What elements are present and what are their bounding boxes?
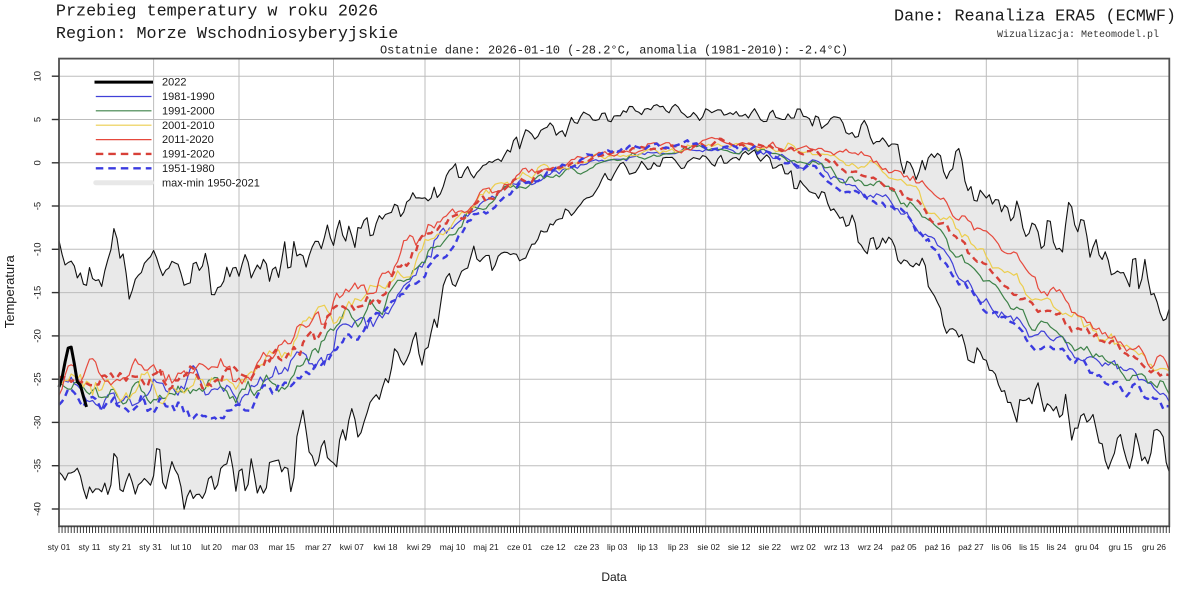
svg-text:2011-2020: 2011-2020 — [162, 134, 214, 146]
svg-text:-20: -20 — [33, 329, 44, 343]
svg-text:paź 16: paź 16 — [925, 542, 951, 552]
svg-text:kwi 29: kwi 29 — [407, 542, 431, 552]
svg-text:sie 02: sie 02 — [697, 542, 720, 552]
svg-text:Wizualizacja: Meteomodel.pl: Wizualizacja: Meteomodel.pl — [997, 29, 1159, 41]
svg-text:cze 12: cze 12 — [541, 542, 566, 552]
svg-text:lis 24: lis 24 — [1046, 542, 1066, 552]
svg-text:lis 15: lis 15 — [1019, 542, 1039, 552]
svg-text:mar 15: mar 15 — [268, 542, 295, 552]
svg-text:mar 03: mar 03 — [232, 542, 259, 552]
svg-text:lip 03: lip 03 — [607, 542, 628, 552]
svg-text:-30: -30 — [33, 416, 44, 430]
svg-text:sty 01: sty 01 — [48, 542, 71, 552]
svg-text:gru 15: gru 15 — [1108, 542, 1132, 552]
svg-text:sty 21: sty 21 — [109, 542, 132, 552]
svg-text:mar 27: mar 27 — [305, 542, 332, 552]
svg-text:1991-2000: 1991-2000 — [162, 105, 215, 117]
svg-text:cze 23: cze 23 — [574, 542, 599, 552]
svg-text:sty 11: sty 11 — [78, 542, 100, 552]
svg-text:sie 12: sie 12 — [728, 542, 751, 552]
svg-text:wrz 02: wrz 02 — [790, 542, 816, 552]
svg-text:-15: -15 — [33, 286, 44, 300]
svg-text:lis 06: lis 06 — [992, 542, 1012, 552]
svg-text:wrz 13: wrz 13 — [823, 542, 849, 552]
svg-text:5: 5 — [33, 117, 44, 122]
svg-text:gru 26: gru 26 — [1142, 542, 1166, 552]
svg-text:max-min 1950-2021: max-min 1950-2021 — [162, 177, 260, 189]
svg-text:lip 13: lip 13 — [638, 542, 659, 552]
svg-text:-25: -25 — [33, 372, 44, 386]
svg-text:Przebieg temperatury w roku 20: Przebieg temperatury w roku 2026 — [56, 3, 378, 22]
svg-text:sie 22: sie 22 — [758, 542, 781, 552]
svg-text:paź 27: paź 27 — [958, 542, 984, 552]
svg-text:maj 21: maj 21 — [473, 542, 499, 552]
svg-text:1981-1990: 1981-1990 — [162, 91, 215, 103]
svg-text:-10: -10 — [33, 242, 44, 256]
svg-text:Ostatnie dane: 2026-01-10 (-28: Ostatnie dane: 2026-01-10 (-28.2°C, anom… — [380, 44, 848, 58]
svg-text:-5: -5 — [33, 202, 44, 210]
svg-text:sty 31: sty 31 — [139, 542, 162, 552]
svg-text:10: 10 — [33, 71, 44, 82]
svg-text:kwi 07: kwi 07 — [340, 542, 364, 552]
svg-text:lut 10: lut 10 — [171, 542, 192, 552]
svg-text:cze 01: cze 01 — [507, 542, 532, 552]
svg-text:-40: -40 — [33, 502, 44, 516]
svg-text:lip 23: lip 23 — [668, 542, 689, 552]
svg-text:Dane: Reanaliza ERA5 (ECMWF): Dane: Reanaliza ERA5 (ECMWF) — [894, 8, 1176, 27]
svg-text:1991-2020: 1991-2020 — [162, 149, 215, 161]
svg-text:Data: Data — [601, 570, 627, 584]
svg-text:-35: -35 — [33, 459, 44, 473]
svg-text:paź 05: paź 05 — [891, 542, 917, 552]
svg-text:maj 10: maj 10 — [440, 542, 466, 552]
svg-text:1951-1980: 1951-1980 — [162, 163, 215, 175]
svg-text:lut 20: lut 20 — [201, 542, 222, 552]
svg-text:2022: 2022 — [162, 77, 186, 89]
svg-text:kwi 18: kwi 18 — [373, 542, 397, 552]
svg-text:Temperatura: Temperatura — [2, 255, 17, 329]
svg-text:wrz 24: wrz 24 — [857, 542, 883, 552]
svg-text:2001-2010: 2001-2010 — [162, 120, 215, 132]
svg-text:Region: Morze Wschodniosyberyj: Region: Morze Wschodniosyberyjskie — [56, 25, 398, 44]
svg-text:gru 04: gru 04 — [1075, 542, 1099, 552]
svg-text:0: 0 — [33, 160, 44, 165]
